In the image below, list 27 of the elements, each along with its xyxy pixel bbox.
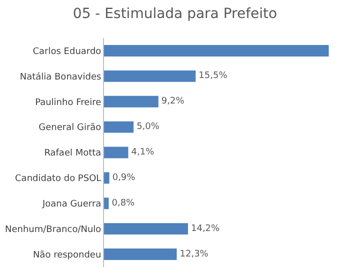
chart-title: 05 - Estimulada para Prefeito (72, 6, 278, 22)
bar (104, 198, 109, 210)
bar (104, 172, 110, 184)
y-tick-label: Carlos Eduardo (32, 46, 102, 57)
y-tick-label: Paulinho Freire (35, 98, 102, 108)
bar (104, 121, 134, 133)
bar (104, 223, 188, 235)
data-label: 0,9% (112, 172, 136, 183)
y-tick-label: General Girão (38, 123, 102, 134)
data-label: 9,2% (161, 96, 185, 107)
data-label: 5,0% (136, 122, 160, 132)
y-tick-label: Joana Guerra (41, 200, 102, 210)
data-label: 4,1% (131, 148, 155, 158)
data-label: 0,8% (112, 198, 136, 208)
y-tick-label: Natália Bonavides (20, 71, 102, 82)
data-label: 12,3% (180, 249, 209, 260)
y-tick-label: Não respondeu (32, 250, 102, 260)
data-label: 14,2% (190, 224, 220, 234)
data-label: 15,5% (198, 71, 228, 82)
y-tick-label: Candidato do PSOL (15, 174, 102, 184)
y-tick-label: Rafael Motta (44, 148, 102, 159)
bar (104, 146, 128, 158)
y-tick-label: Nenhum/Branco/Nulo (4, 224, 102, 235)
bar (104, 70, 196, 82)
bar (104, 248, 177, 260)
bar (104, 45, 329, 56)
bar (104, 96, 158, 108)
